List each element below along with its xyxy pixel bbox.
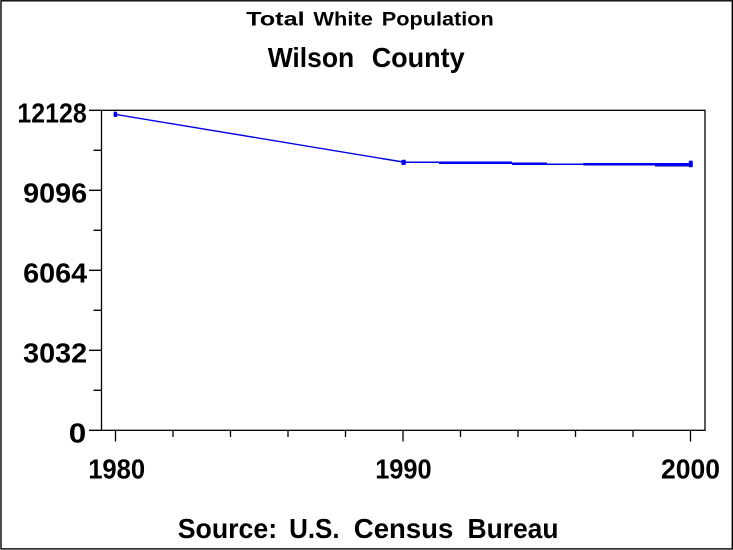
svg-text:1990: 1990 xyxy=(375,453,432,484)
svg-text:12128: 12128 xyxy=(17,97,86,128)
svg-text:0: 0 xyxy=(69,417,87,448)
svg-text:1980: 1980 xyxy=(88,453,145,484)
svg-text:9096: 9096 xyxy=(23,177,87,208)
svg-text:2000: 2000 xyxy=(661,453,720,484)
svg-text:6064: 6064 xyxy=(23,257,87,288)
svg-text:3032: 3032 xyxy=(23,337,87,368)
